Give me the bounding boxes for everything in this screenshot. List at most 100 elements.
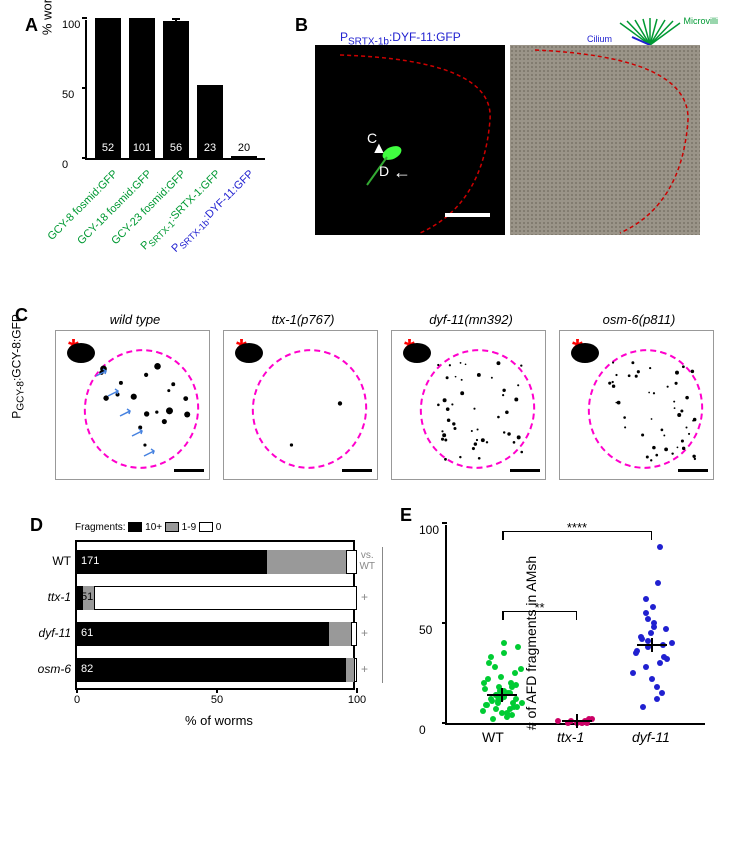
- bar-2: 56: [163, 21, 189, 158]
- legend-box-19: [165, 522, 179, 532]
- seg-osm-6-2: [354, 658, 357, 682]
- exlabel-WT: WT: [482, 729, 504, 745]
- ytick-0: 0: [62, 159, 68, 171]
- point: [630, 670, 636, 676]
- legend-box-0: [199, 522, 213, 532]
- eytick-50: 50: [419, 623, 432, 637]
- panel-d: D Fragments: 10+ 1-9 0 171WT51ttx-1+61dy…: [30, 520, 370, 740]
- point: [657, 660, 663, 666]
- point: [638, 634, 644, 640]
- img-c-title-1: ttx-1(p767): [243, 312, 363, 327]
- point: [519, 700, 525, 706]
- seg-osm-6-0: [77, 658, 346, 682]
- point: [499, 710, 505, 716]
- bar-4: 20: [231, 156, 257, 158]
- point: [661, 654, 667, 660]
- legend-box-10: [128, 522, 142, 532]
- seg-WT-1: [267, 550, 345, 574]
- img-c-title-2: dyf-11(mn392): [411, 312, 531, 327]
- point: [485, 676, 491, 682]
- point: [512, 670, 518, 676]
- panel-a: A % worms with puncta 52101562320 050100…: [50, 20, 280, 290]
- bar-0: 52: [95, 18, 121, 158]
- arrow-marker: ←: [393, 162, 411, 183]
- img-c-3: *: [559, 330, 714, 480]
- chart-d: 171WT51ttx-1+61dyf-11+82osm-6+ 050100 vs…: [75, 540, 355, 690]
- legend-d: Fragments: 10+ 1-9 0: [75, 522, 221, 533]
- sigtxt-0: **: [534, 600, 544, 615]
- row-WT: 171WT: [77, 550, 353, 574]
- row-ttx-1: 51ttx-1+: [77, 586, 353, 610]
- point: [655, 580, 661, 586]
- point: [669, 640, 675, 646]
- cilium-label: Cilium: [587, 34, 612, 44]
- point: [651, 620, 657, 626]
- seg-ttx-1-2: [94, 586, 357, 610]
- chart-e: # of AFD fragments in AMsh 050100WTttx-1…: [445, 525, 705, 725]
- dxtick-100: 100: [348, 694, 366, 706]
- point: [482, 686, 488, 692]
- marker-d: D: [379, 163, 389, 179]
- point: [488, 654, 494, 660]
- dxtick-50: 50: [211, 694, 223, 706]
- bar-n-0: 52: [95, 142, 121, 154]
- bar-n-1: 101: [129, 142, 155, 154]
- bar-n-3: 23: [197, 142, 223, 154]
- ytick-100: 100: [62, 19, 80, 31]
- point: [501, 640, 507, 646]
- bar-n-4: 20: [231, 142, 257, 154]
- ylabel-ttx-1: ttx-1: [48, 590, 71, 604]
- ytick-50: 50: [62, 89, 74, 101]
- dxtick-0: 0: [74, 694, 80, 706]
- microvilli-label: Microvilli: [684, 16, 719, 26]
- seg-WT-2: [346, 550, 357, 574]
- sig-ttx-1: +: [361, 590, 368, 604]
- point: [515, 644, 521, 650]
- dic-image: [510, 45, 700, 235]
- seg-dyf-11-0: [77, 622, 329, 646]
- seg-osm-6-1: [346, 658, 354, 682]
- chart-a: % worms with puncta 52101562320 050100: [85, 20, 265, 160]
- point: [518, 666, 524, 672]
- panel-d-label: D: [30, 515, 43, 536]
- point: [493, 706, 499, 712]
- legend-10: 10+: [145, 522, 162, 533]
- point: [648, 630, 654, 636]
- exlabel-ttx-1: ttx-1: [557, 729, 584, 745]
- legend-0: 0: [216, 522, 222, 533]
- legend-19: 1-9: [182, 522, 196, 533]
- bar-1: 101: [129, 18, 155, 158]
- img-c-1: *: [223, 330, 378, 480]
- point: [643, 610, 649, 616]
- point: [492, 664, 498, 670]
- n-osm-6: 82: [81, 663, 93, 675]
- panel-b-label: B: [295, 15, 308, 36]
- point: [659, 690, 665, 696]
- img-c-title-0: wild type: [75, 312, 195, 327]
- img-c-2: *: [391, 330, 546, 480]
- eytick-100: 100: [419, 523, 439, 537]
- seg-dyf-11-2: [351, 622, 357, 646]
- point: [643, 596, 649, 602]
- point: [486, 660, 492, 666]
- point: [634, 648, 640, 654]
- point: [508, 680, 514, 686]
- panel-c-ylabel: PGCY-8:GCY-8:GFP: [9, 314, 26, 419]
- chart-d-xlabel: % of worms: [185, 713, 253, 728]
- vs-wt-label: vs.WT: [359, 550, 375, 572]
- point: [480, 708, 486, 714]
- bar-n-2: 56: [163, 142, 189, 154]
- panel-e: E # of AFD fragments in AMsh 050100WTttx…: [400, 520, 720, 780]
- eytick-0: 0: [419, 723, 426, 737]
- row-osm-6: 82osm-6+: [77, 658, 353, 682]
- panel-a-label: A: [25, 15, 38, 36]
- chart-a-ylabel: % worms with puncta: [40, 0, 55, 35]
- point: [654, 696, 660, 702]
- sig-osm-6: +: [361, 662, 368, 676]
- sig-divider: [382, 547, 383, 683]
- row-dyf-11: 61dyf-11+: [77, 622, 353, 646]
- fluorescence-image: C ▲ D ←: [315, 45, 505, 235]
- point: [640, 704, 646, 710]
- seg-WT-0: [77, 550, 267, 574]
- point: [657, 544, 663, 550]
